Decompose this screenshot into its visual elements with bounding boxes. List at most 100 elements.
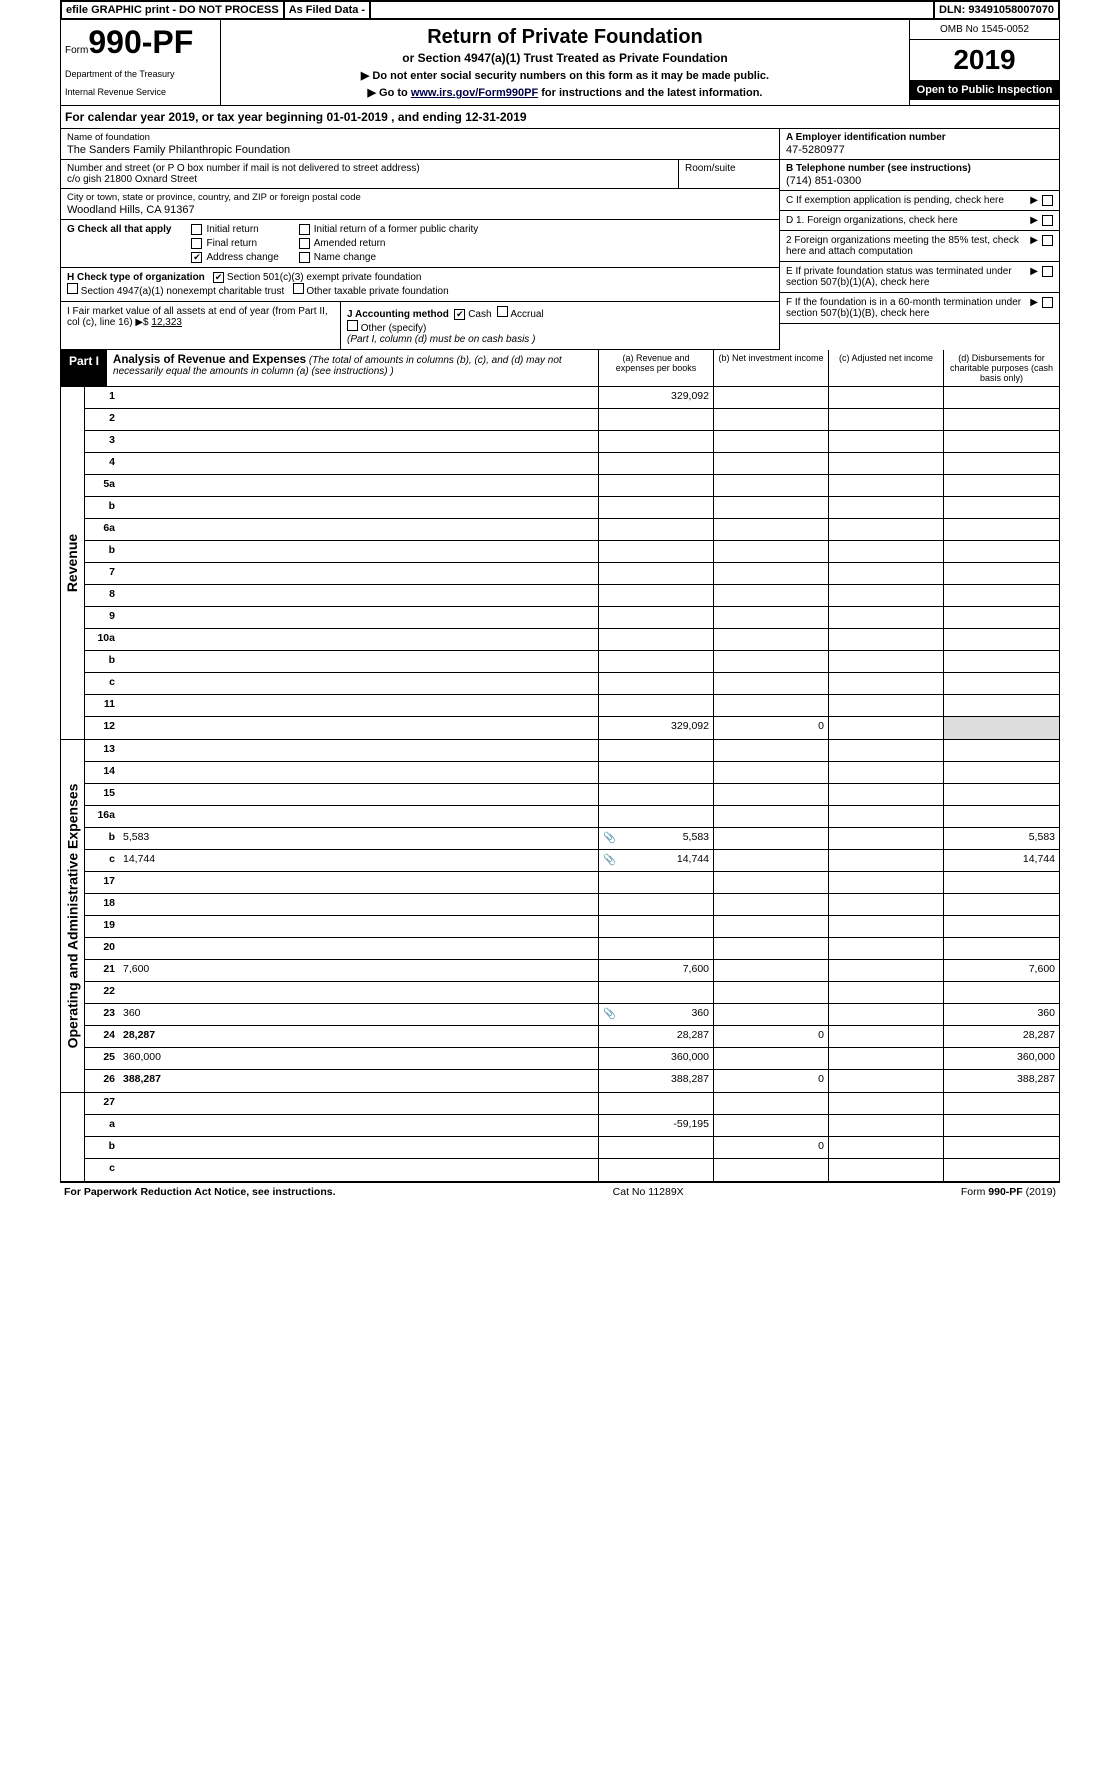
col-b-value xyxy=(714,431,829,452)
col-a-value xyxy=(599,1159,714,1181)
line-description xyxy=(119,651,599,672)
table-row: 12329,0920 xyxy=(85,717,1059,739)
g-checkbox-0[interactable]: Initial return xyxy=(191,224,278,235)
g-checkbox-4[interactable]: ✔ Address change xyxy=(191,252,278,263)
col-a-value xyxy=(599,784,714,805)
info-right-column: A Employer identification number 47-5280… xyxy=(779,129,1059,350)
col-c-value xyxy=(829,629,944,650)
city-label: City or town, state or province, country… xyxy=(67,192,773,203)
f-text: F If the foundation is in a 60-month ter… xyxy=(786,297,1024,319)
line-description xyxy=(119,938,599,959)
col-b-value: 0 xyxy=(714,1026,829,1047)
col-c-value xyxy=(829,431,944,452)
col-b-value xyxy=(714,651,829,672)
c-checkbox[interactable]: ▶ xyxy=(1030,195,1053,206)
col-a-value xyxy=(599,938,714,959)
col-d-value xyxy=(944,916,1059,937)
irs-label: Internal Revenue Service xyxy=(65,87,216,97)
line-number: 23 xyxy=(85,1004,119,1025)
col-d-value xyxy=(944,1093,1059,1114)
g-checkbox-2[interactable]: Final return xyxy=(191,238,278,249)
table-row: 19 xyxy=(85,916,1059,938)
col-d-value: 28,287 xyxy=(944,1026,1059,1047)
col-b-value xyxy=(714,784,829,805)
table-row: 17 xyxy=(85,872,1059,894)
col-c-value xyxy=(829,453,944,474)
revenue-section: Revenue 1329,0922345ab6ab78910abc1112329… xyxy=(60,387,1060,740)
line-description xyxy=(119,431,599,452)
line-description xyxy=(119,673,599,694)
cal-end: 12-31-2019 xyxy=(465,110,526,124)
h-opt2-checkbox[interactable] xyxy=(67,283,78,294)
line-number: a xyxy=(85,1115,119,1136)
col-c-value xyxy=(829,1115,944,1136)
col-c-value xyxy=(829,784,944,805)
line-description: 360 xyxy=(119,1004,599,1025)
line-description xyxy=(119,916,599,937)
j-cash-checkbox[interactable]: ✔ xyxy=(454,309,465,320)
col-a-value: 388,287 xyxy=(599,1070,714,1092)
line-number: b xyxy=(85,651,119,672)
col-a-value: 📎14,744 xyxy=(599,850,714,871)
line-description: 28,287 xyxy=(119,1026,599,1047)
g-checkbox-1[interactable]: Initial return of a former public charit… xyxy=(299,224,479,235)
expenses-rows: 13141516ab5,583📎5,5835,583c14,744📎14,744… xyxy=(85,740,1059,1092)
col-a-value xyxy=(599,519,714,540)
address-row: Number and street (or P O box number if … xyxy=(61,160,779,189)
irs-link[interactable]: www.irs.gov/Form990PF xyxy=(411,87,538,99)
form-subtitle-2: ▶ Do not enter social security numbers o… xyxy=(227,69,903,82)
line-number: 1 xyxy=(85,387,119,408)
d1-checkbox[interactable]: ▶ xyxy=(1030,215,1053,226)
cal-begin: 01-01-2019 xyxy=(326,110,387,124)
line-number: b xyxy=(85,828,119,849)
table-row: 1 329,092 xyxy=(85,387,1059,409)
form-subtitle-1: or Section 4947(a)(1) Trust Treated as P… xyxy=(227,51,903,65)
col-d-value xyxy=(944,1159,1059,1181)
col-b-value xyxy=(714,1115,829,1136)
col-a-value xyxy=(599,453,714,474)
d2-checkbox[interactable]: ▶ xyxy=(1030,235,1053,246)
col-c-value xyxy=(829,916,944,937)
j-accrual-checkbox[interactable] xyxy=(497,306,508,317)
line-number: 19 xyxy=(85,916,119,937)
line-description xyxy=(119,806,599,827)
table-row: c xyxy=(85,1159,1059,1181)
line-number: 20 xyxy=(85,938,119,959)
bottom-rows: 27a-59,195b0c xyxy=(85,1093,1059,1181)
g-checkbox-5[interactable]: Name change xyxy=(299,252,479,263)
line-number: c xyxy=(85,673,119,694)
j-other-checkbox[interactable] xyxy=(347,320,358,331)
part1-header: Part I Analysis of Revenue and Expenses … xyxy=(60,350,1060,387)
phone-value: (714) 851-0300 xyxy=(786,175,1053,187)
line-description xyxy=(119,541,599,562)
line-description: 14,744 xyxy=(119,850,599,871)
col-d-value xyxy=(944,1137,1059,1158)
col-b-value xyxy=(714,409,829,430)
top-bar: efile GRAPHIC print - DO NOT PROCESS As … xyxy=(60,0,1060,20)
h-opt3-checkbox[interactable] xyxy=(293,283,304,294)
tax-year: 2019 xyxy=(910,40,1059,80)
line-description xyxy=(119,607,599,628)
cal-pre: For calendar year 2019, or tax year begi… xyxy=(65,110,326,124)
col-a-value: -59,195 xyxy=(599,1115,714,1136)
col-a-value xyxy=(599,982,714,1003)
bottom-side-spacer xyxy=(61,1093,85,1181)
line-description: 7,600 xyxy=(119,960,599,981)
col-c-value xyxy=(829,497,944,518)
g-checkbox-3[interactable]: Amended return xyxy=(299,238,479,249)
e-checkbox[interactable]: ▶ xyxy=(1030,266,1053,277)
form-subtitle-3: ▶ Go to www.irs.gov/Form990PF for instru… xyxy=(227,86,903,99)
col-a-value xyxy=(599,916,714,937)
col-a-value: 329,092 xyxy=(599,387,714,408)
line-description xyxy=(119,982,599,1003)
d2-cell: 2 Foreign organizations meeting the 85% … xyxy=(780,231,1059,262)
f-checkbox[interactable]: ▶ xyxy=(1030,297,1053,308)
table-row: 14 xyxy=(85,762,1059,784)
col-c-value xyxy=(829,585,944,606)
col-d-value xyxy=(944,982,1059,1003)
col-c-value xyxy=(829,982,944,1003)
line-number: 8 xyxy=(85,585,119,606)
col-d-value xyxy=(944,938,1059,959)
h-opt1-checkbox[interactable]: ✔ xyxy=(213,272,224,283)
form-word: Form xyxy=(65,45,88,56)
